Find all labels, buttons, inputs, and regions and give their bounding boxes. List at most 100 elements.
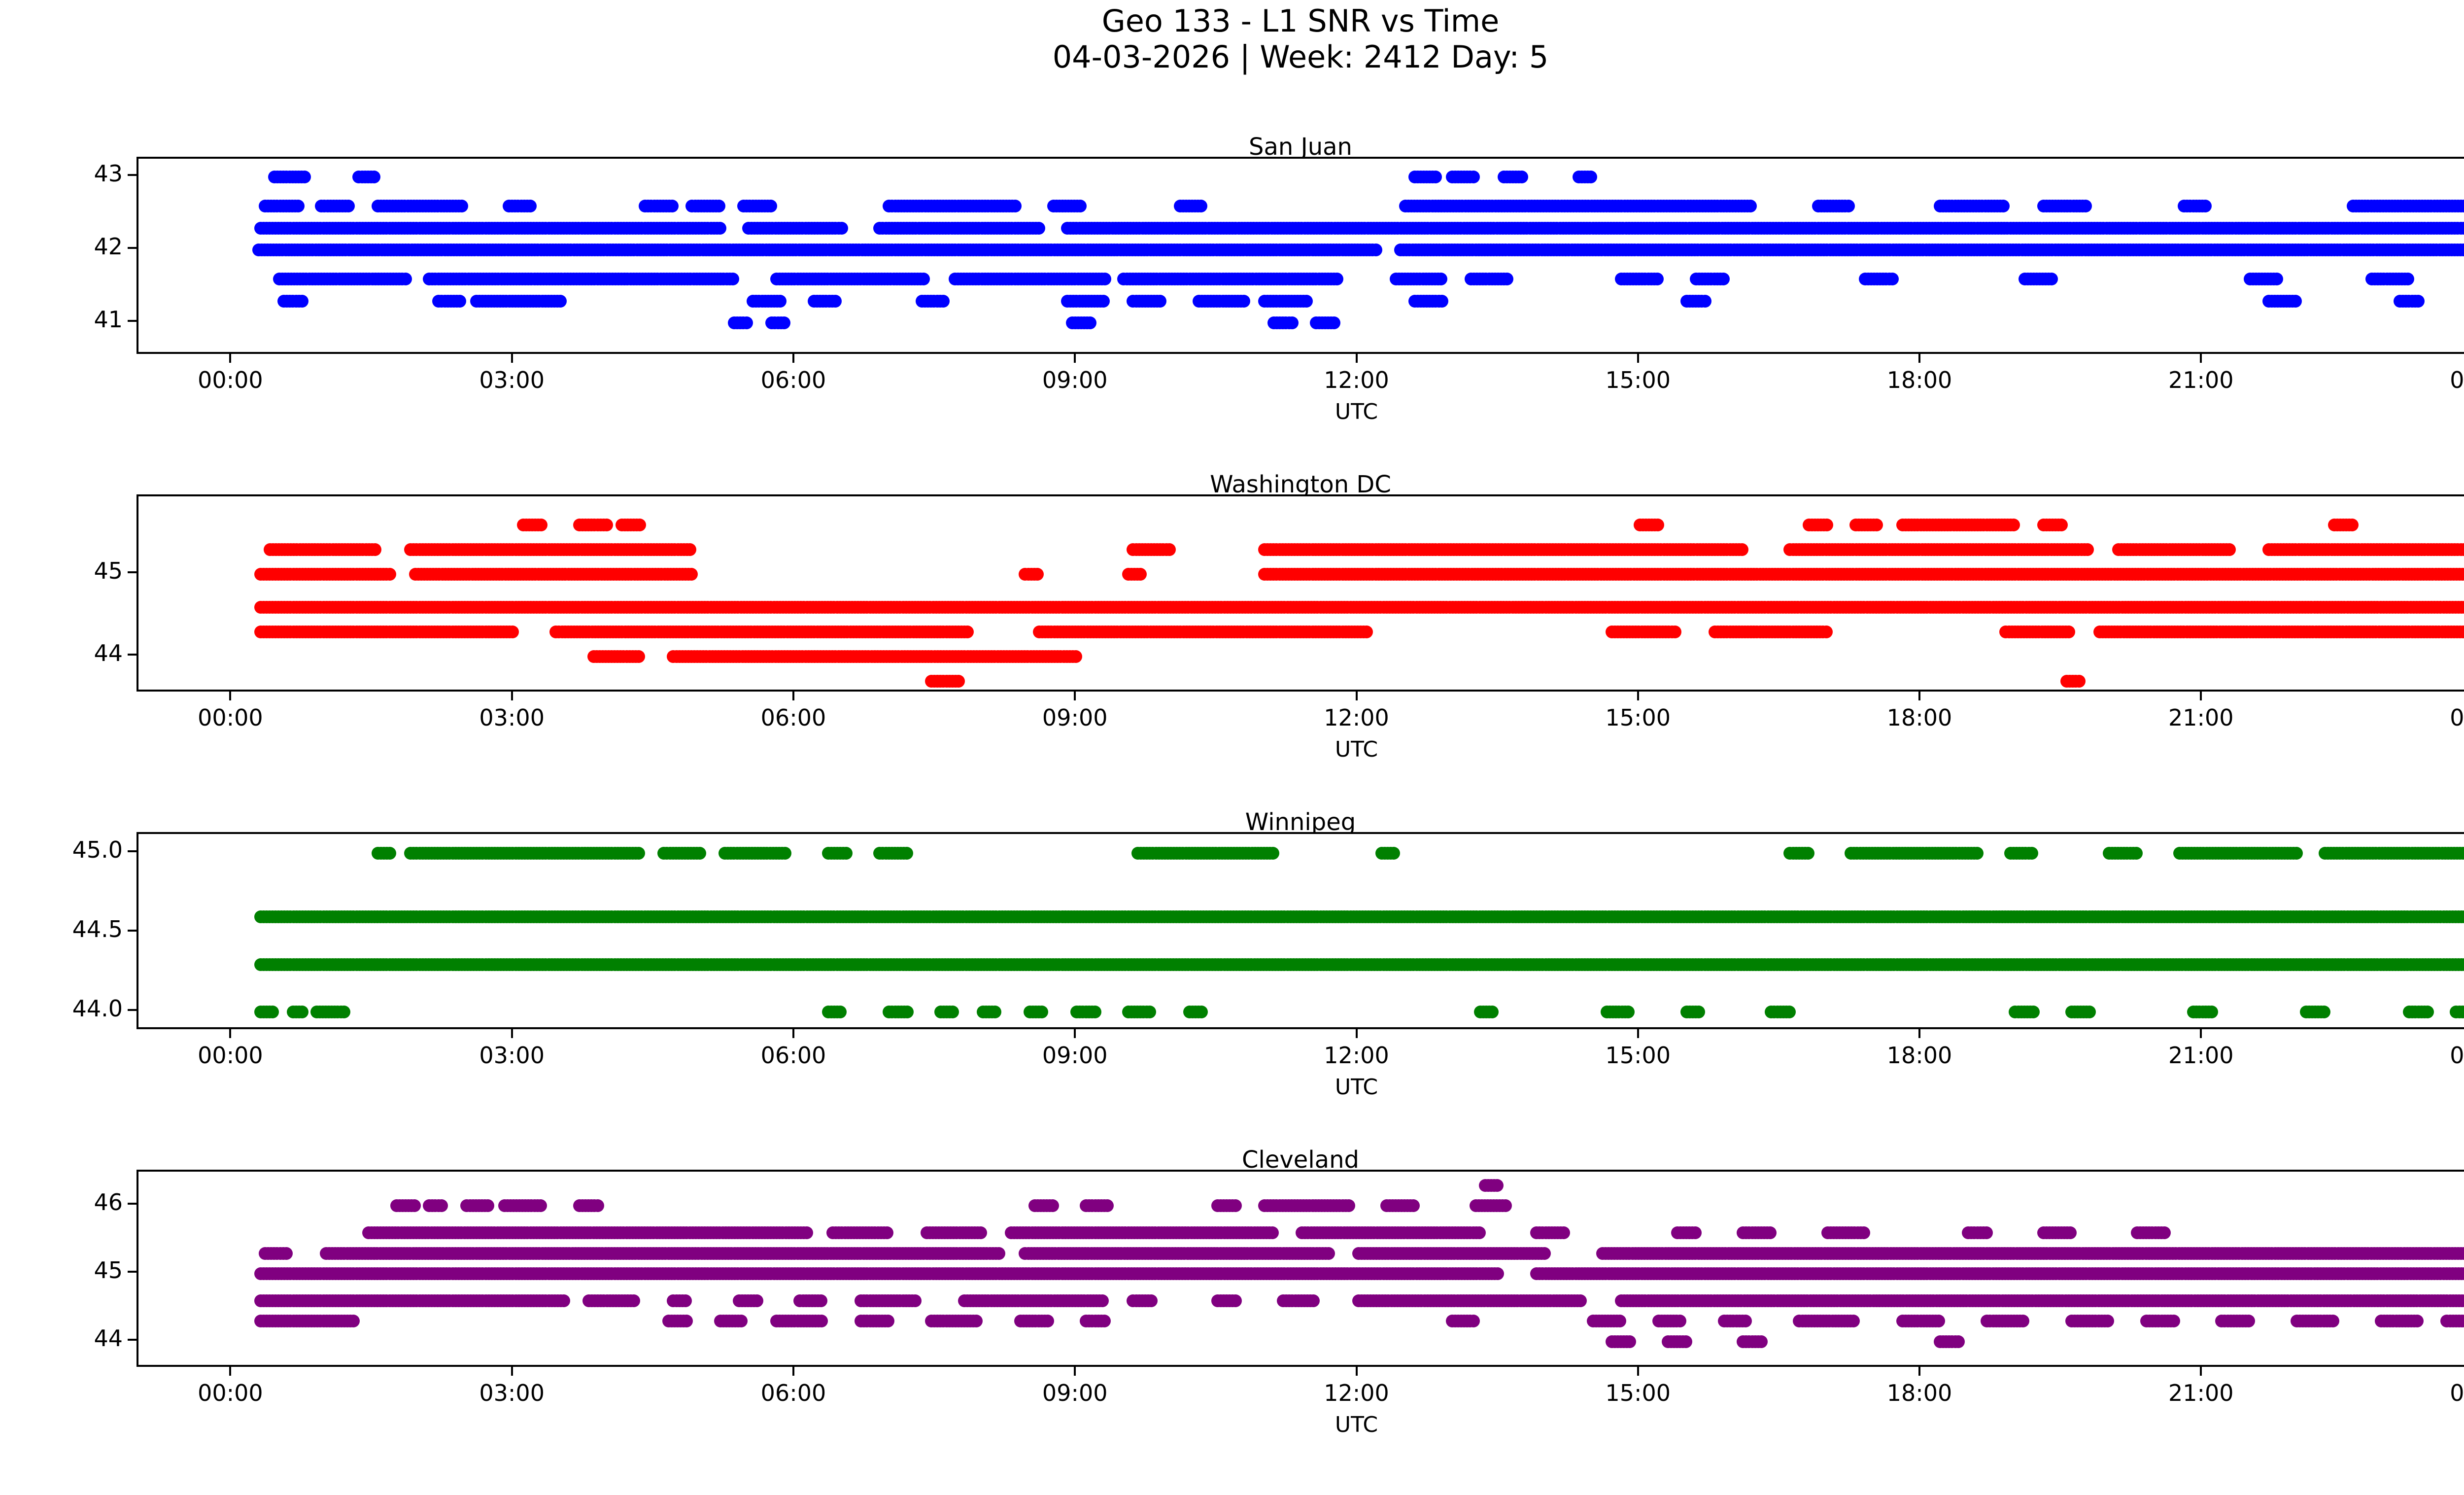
x-tick-label: 21:00 bbox=[2168, 367, 2234, 393]
data-point bbox=[1997, 200, 2010, 212]
data-point bbox=[2270, 273, 2283, 285]
data-point bbox=[937, 295, 950, 308]
data-point bbox=[2062, 626, 2075, 638]
data-point bbox=[524, 200, 537, 212]
data-point bbox=[1501, 273, 1513, 285]
data-point bbox=[2289, 295, 2302, 308]
data-point bbox=[666, 200, 679, 212]
data-point bbox=[714, 222, 726, 235]
data-point bbox=[1870, 519, 1883, 531]
data-point bbox=[1429, 171, 1442, 183]
x-tick-label: 15:00 bbox=[1605, 367, 1671, 393]
x-tick-label: 12:00 bbox=[1324, 367, 1389, 393]
x-tick-mark bbox=[1637, 354, 1639, 363]
data-point bbox=[1820, 519, 1833, 531]
data-point bbox=[1467, 171, 1480, 183]
data-point bbox=[1031, 568, 1044, 581]
data-point bbox=[2045, 273, 2058, 285]
data-point bbox=[1820, 626, 1833, 638]
data-point bbox=[1736, 543, 1748, 556]
data-point bbox=[829, 295, 842, 308]
data-point bbox=[778, 316, 790, 329]
data-point bbox=[1436, 295, 1448, 308]
data-point bbox=[713, 200, 725, 212]
data-point bbox=[1328, 316, 1340, 329]
figure-canvas: Geo 133 - L1 SNR vs Time 04-03-2026 | We… bbox=[0, 0, 2464, 1495]
data-point bbox=[961, 626, 974, 638]
y-tick-label: 42 bbox=[94, 233, 123, 260]
data-point bbox=[1098, 273, 1111, 285]
data-point bbox=[292, 200, 305, 212]
data-point bbox=[296, 295, 308, 308]
data-point bbox=[726, 273, 739, 285]
data-point bbox=[342, 200, 355, 212]
data-point bbox=[685, 568, 698, 581]
data-point bbox=[835, 222, 848, 235]
x-axis-label-san-juan: UTC bbox=[137, 399, 2464, 424]
data-point bbox=[1163, 543, 1176, 556]
data-point bbox=[1360, 626, 1373, 638]
data-point bbox=[1651, 519, 1664, 531]
data-point bbox=[399, 273, 412, 285]
plot-area-washington-dc[interactable] bbox=[137, 494, 2464, 692]
data-point bbox=[1842, 200, 1855, 212]
data-point bbox=[369, 543, 381, 556]
data-point bbox=[1195, 200, 1207, 212]
x-axis-label-washington-dc: UTC bbox=[137, 737, 2464, 762]
suptitle-line-2: 04-03-2026 | Week: 2412 Day: 5 bbox=[0, 39, 2464, 75]
data-point bbox=[1097, 295, 1110, 308]
x-tick-label: 00:00 bbox=[2450, 367, 2464, 393]
x-tick-mark bbox=[1356, 354, 1358, 363]
data-point bbox=[2055, 519, 2068, 531]
figure-suptitle: Geo 133 - L1 SNR vs Time 04-03-2026 | We… bbox=[0, 3, 2464, 75]
data-point bbox=[1331, 273, 1343, 285]
y-tick-label: 41 bbox=[94, 306, 123, 333]
data-point bbox=[2223, 543, 2236, 556]
x-tick-label: 06:00 bbox=[761, 367, 826, 393]
data-point bbox=[2007, 519, 2020, 531]
data-point bbox=[1286, 316, 1299, 329]
data-point bbox=[1584, 171, 1597, 183]
data-point bbox=[554, 295, 567, 308]
data-point bbox=[1744, 200, 1757, 212]
data-point bbox=[1717, 273, 1730, 285]
data-point bbox=[1886, 273, 1899, 285]
data-point bbox=[1084, 316, 1096, 329]
data-point bbox=[1154, 295, 1166, 308]
x-tick-label: 00:00 bbox=[198, 367, 263, 393]
data-point bbox=[1699, 295, 1711, 308]
data-point bbox=[1669, 626, 1681, 638]
data-point bbox=[2412, 295, 2425, 308]
data-point bbox=[455, 200, 468, 212]
suptitle-line-1: Geo 133 - L1 SNR vs Time bbox=[0, 3, 2464, 39]
data-point bbox=[1074, 200, 1087, 212]
data-point bbox=[740, 316, 753, 329]
data-point bbox=[1435, 273, 1447, 285]
x-tick-label: 03:00 bbox=[479, 367, 545, 393]
data-point bbox=[633, 519, 646, 531]
data-point bbox=[2401, 273, 2414, 285]
x-tick-mark bbox=[229, 354, 231, 363]
x-tick-mark bbox=[1074, 354, 1076, 363]
data-point bbox=[383, 568, 396, 581]
data-point bbox=[368, 171, 380, 183]
data-point bbox=[632, 650, 645, 663]
x-tick-mark bbox=[511, 354, 513, 363]
data-point bbox=[1009, 200, 1022, 212]
y-tick-mark bbox=[128, 247, 137, 249]
subplot-washington-dc: Washington DC L1_SNR UTC 444500:0003:000… bbox=[0, 471, 2464, 776]
data-point bbox=[298, 171, 311, 183]
data-point bbox=[1237, 295, 1250, 308]
data-point bbox=[2199, 200, 2212, 212]
x-tick-mark bbox=[792, 354, 794, 363]
data-point bbox=[774, 295, 787, 308]
data-point bbox=[2079, 200, 2092, 212]
plot-area-san-juan[interactable] bbox=[137, 157, 2464, 354]
data-point bbox=[2081, 543, 2094, 556]
data-point bbox=[600, 519, 613, 531]
data-point bbox=[1134, 568, 1147, 581]
data-point bbox=[1300, 295, 1313, 308]
x-tick-label: 09:00 bbox=[1042, 367, 1108, 393]
y-tick-label: 43 bbox=[94, 160, 123, 187]
y-tick-mark bbox=[128, 174, 137, 176]
